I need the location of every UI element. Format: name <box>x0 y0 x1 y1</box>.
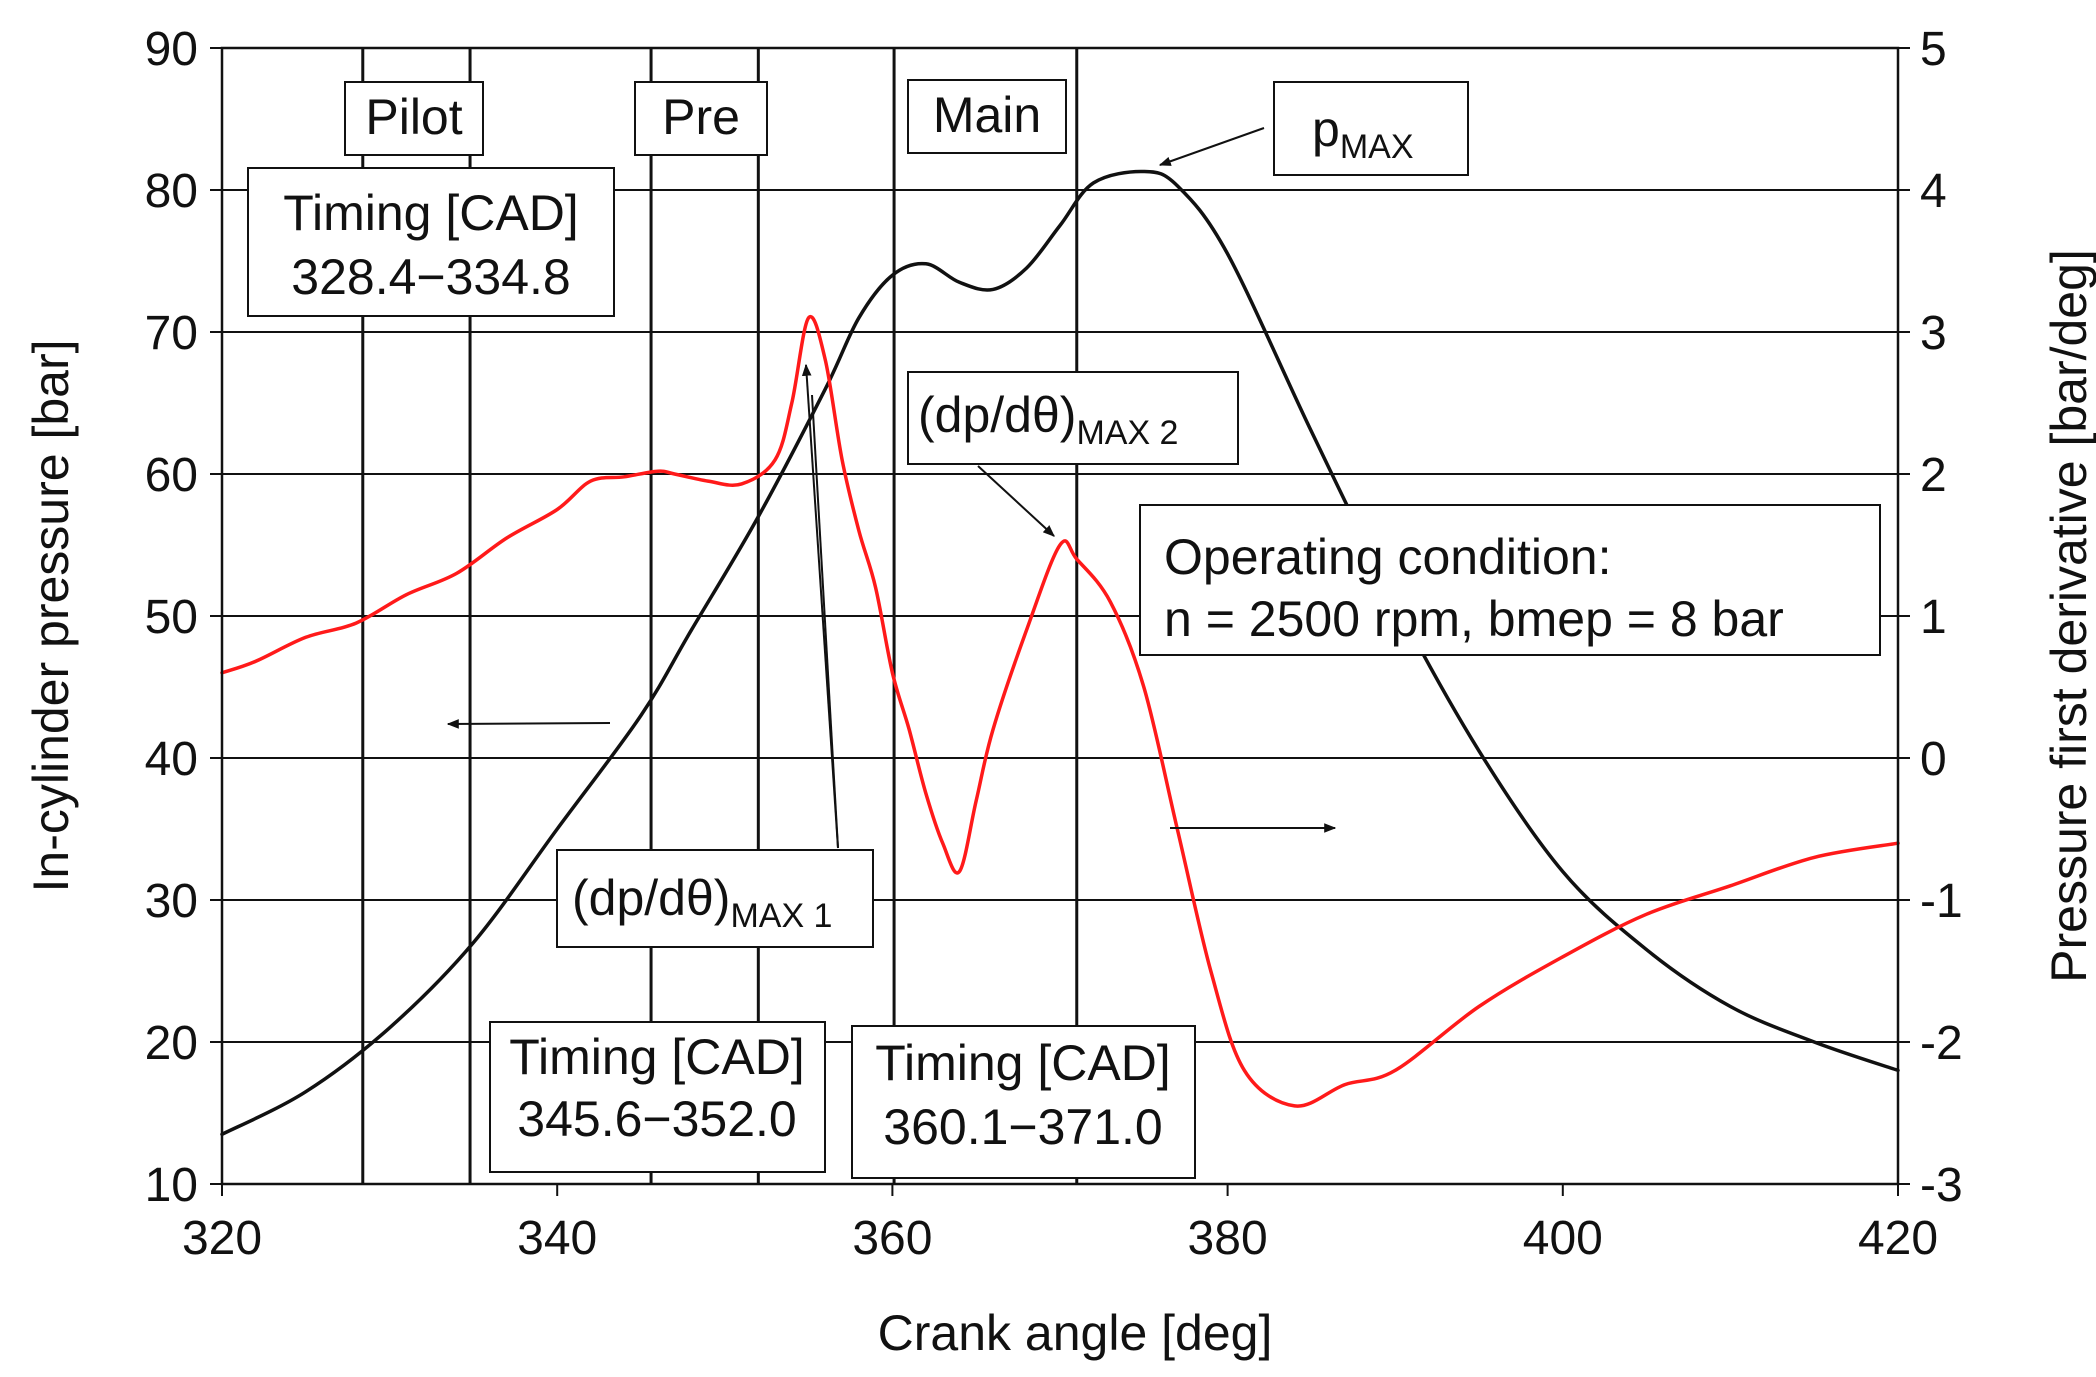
timing-main-heading: Timing [CAD] <box>875 1035 1170 1091</box>
x-tick-label: 400 <box>1523 1212 1603 1265</box>
y-left-tick-label: 70 <box>145 307 198 360</box>
y-right-tick-label: 1 <box>1920 591 1947 644</box>
y-left-tick-label: 50 <box>145 591 198 644</box>
pmax-annotation: pMAX <box>1158 81 1469 176</box>
main-label: Main <box>933 87 1041 143</box>
y-left-tick-label: 20 <box>145 1017 198 1070</box>
y-right-tick-label: 2 <box>1920 449 1947 502</box>
y-left-tick-label: 40 <box>145 733 198 786</box>
operating-condition-values: n = 2500 rpm, bmep = 8 bar <box>1164 591 1784 647</box>
main-label-box: Main <box>907 79 1067 154</box>
timing-pilot-box: Timing [CAD] 328.4−334.8 <box>247 167 615 317</box>
left-axis-indicator-arrow <box>446 719 611 729</box>
timing-pre-heading: Timing [CAD] <box>509 1029 804 1085</box>
y-right-tick-label: -1 <box>1920 875 1963 928</box>
y-left-tick-label: 80 <box>145 165 198 218</box>
pmax-label: p <box>1312 101 1340 157</box>
pilot-label-box: Pilot <box>344 81 484 156</box>
svg-text:(dp/dθ)MAX 2: (dp/dθ)MAX 2 <box>918 387 1178 452</box>
dpdtheta-max1-annotation: (dp/dθ)MAX 1 <box>556 363 874 948</box>
dpdtheta-max2-subscript: MAX 2 <box>1076 414 1178 452</box>
dpdtheta-max1-subscript: MAX 1 <box>730 897 832 935</box>
operating-condition-title: Operating condition: <box>1164 529 1612 585</box>
pre-label: Pre <box>662 89 740 145</box>
svg-text:(dp/dθ)MAX 1: (dp/dθ)MAX 1 <box>572 870 832 935</box>
pmax-subscript: MAX <box>1340 128 1414 166</box>
timing-pilot-heading: Timing [CAD] <box>283 185 578 241</box>
y-left-tick-label: 90 <box>145 23 198 76</box>
timing-main-box: Timing [CAD] 360.1−371.0 <box>851 1025 1196 1179</box>
series-layer <box>220 169 1900 1137</box>
x-tick-label: 340 <box>517 1212 597 1265</box>
timing-pre-range: 345.6−352.0 <box>517 1091 796 1147</box>
y-right-tick-label: 3 <box>1920 307 1947 360</box>
svg-text:pMAX: pMAX <box>1312 101 1414 166</box>
y-left-tick-label: 10 <box>145 1159 198 1212</box>
x-axis-title: Crank angle [deg] <box>878 1305 1273 1361</box>
y-right-tick-label: 5 <box>1920 23 1947 76</box>
y-left-tick-label: 30 <box>145 875 198 928</box>
operating-condition-box: Operating condition: n = 2500 rpm, bmep … <box>1139 504 1881 656</box>
x-tick-label: 380 <box>1188 1212 1268 1265</box>
timing-main-range: 360.1−371.0 <box>883 1099 1162 1155</box>
y-right-tick-label: 4 <box>1920 165 1947 218</box>
pmax-arrow <box>1158 127 1265 166</box>
pressure-line <box>220 169 1900 1137</box>
x-tick-label: 420 <box>1858 1212 1938 1265</box>
y-axis-left-title: In-cylinder pressure [bar] <box>23 339 79 892</box>
dpdtheta-max2-label: (dp/dθ) <box>918 387 1076 443</box>
timing-pilot-range: 328.4−334.8 <box>291 249 570 305</box>
y-right-tick-label: -2 <box>1920 1017 1963 1070</box>
x-tick-label: 360 <box>852 1212 932 1265</box>
y-right-tick-label: 0 <box>1920 733 1947 786</box>
dpdtheta-max2-arrow <box>977 465 1055 537</box>
y-right-tick-label: -3 <box>1920 1159 1963 1212</box>
timing-pre-box: Timing [CAD] 345.6−352.0 <box>489 1021 826 1173</box>
y-axis-right-title: Pressure first derivative [bar/deg] <box>2041 249 2096 983</box>
y-left-tick-label: 60 <box>145 449 198 502</box>
dpdtheta-max1-arrow-b <box>811 394 839 849</box>
x-tick-label: 320 <box>182 1212 262 1265</box>
pilot-label: Pilot <box>365 89 462 145</box>
pre-label-box: Pre <box>634 81 768 156</box>
dpdtheta-max2-annotation: (dp/dθ)MAX 2 <box>907 371 1239 537</box>
pressure-derivative-line <box>220 314 1900 1108</box>
dpdtheta-max1-label: (dp/dθ) <box>572 870 730 926</box>
axis-ticks: 320 340 360 380 400 420102030405060708090-3-2… <box>145 23 1963 1265</box>
